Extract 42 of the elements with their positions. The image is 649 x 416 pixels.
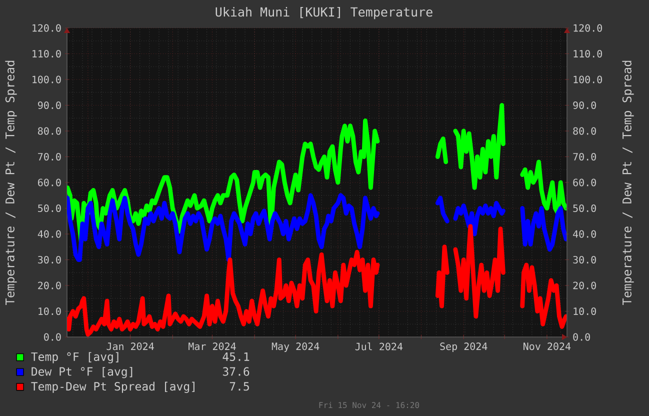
y-tick-label: 0.0: [44, 333, 61, 341]
x-tick-label: Mar 2024: [188, 342, 236, 350]
text: Fri 15 Nov 24 - 16:20: [319, 402, 420, 408]
y-tick-label: 60.0: [38, 178, 61, 186]
x-tick-label: Sep 2024: [440, 342, 488, 352]
y2-tick-label: 40.0: [573, 230, 596, 238]
legend-label: Dew Pt °F [avg]: [32, 366, 132, 378]
y2-tick-label: 70.0: [573, 152, 596, 161]
text: 45.1: [222, 352, 250, 361]
y2-tick-label: 20.0: [573, 282, 596, 290]
legend-label: Temp °F [avg]: [31, 352, 118, 364]
text: 7.5: [230, 382, 249, 391]
y-tick-label: 80.0: [38, 127, 61, 135]
y-tick-label: 90.0: [38, 101, 61, 110]
y2-tick-label: 120.0: [574, 24, 602, 32]
y-tick-label: 40.0: [38, 230, 61, 238]
y2-tick-label: 90.0: [573, 101, 596, 110]
y2-axis-title: Temperature / Dew Pt / Temp Spread: [622, 60, 634, 306]
y-tick-label: 10.0: [38, 307, 61, 316]
y2-tick-label: 30.0: [573, 256, 596, 264]
y-tick-label: 70.0: [38, 152, 61, 161]
chart-title: Ukiah Muni [KUKI] Temperature: [216, 6, 432, 20]
y2-tick-label: 10.0: [574, 307, 596, 316]
x-tick-label: Jan 2024: [106, 342, 154, 350]
y-tick-label: 50.0: [38, 204, 61, 212]
y-tick-label: 100.0: [32, 76, 61, 84]
y2-tick-label: 50.0: [573, 204, 596, 212]
y2-tick-label: 100.0: [574, 76, 602, 84]
y-tick-label: 120.0: [32, 24, 61, 32]
y2-tick-label: 80.0: [573, 127, 596, 135]
text: 37.6: [222, 367, 250, 376]
x-tick-label: Jul 2024: [355, 342, 403, 350]
y-tick-label: 110.0: [32, 50, 61, 58]
x-tick-label: May 2024: [272, 342, 320, 352]
y2-tick-label: 60.0: [573, 178, 596, 186]
x-tick-label: Nov 2024: [524, 342, 571, 350]
y-axis-title: Temperature / Dew Pt / Temp Spread: [5, 60, 17, 306]
y2-tick-label: 0.0: [573, 333, 590, 341]
legend-label: Temp-Dew Pt Spread [avg]: [31, 382, 194, 393]
y-tick-label: 30.0: [38, 256, 61, 264]
y2-tick-label: 110.0: [574, 50, 602, 58]
y-tick-label: 20.0: [38, 282, 61, 290]
